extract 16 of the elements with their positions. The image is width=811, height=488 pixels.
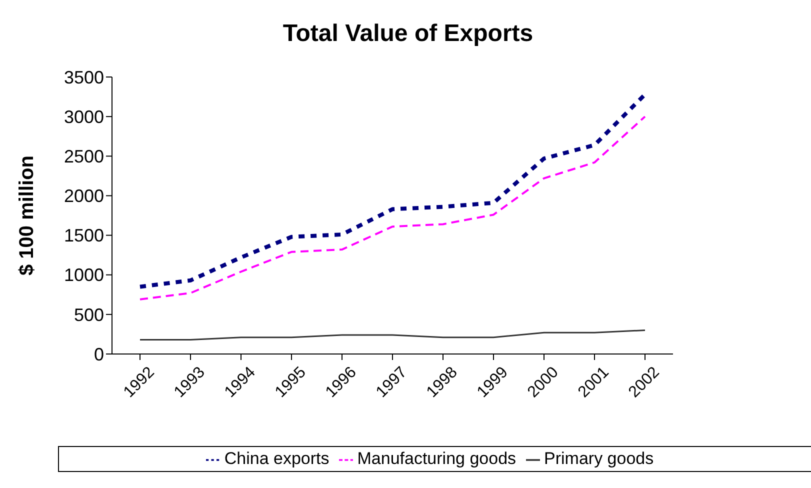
legend-label: Primary goods [544, 449, 654, 468]
line-series [139, 330, 646, 341]
y-tick-label: 2000 [64, 186, 104, 206]
line-series [138, 92, 647, 289]
legend-label: Manufacturing goods [357, 449, 516, 468]
y-tick-label: 3000 [64, 106, 104, 127]
line-series [139, 116, 646, 300]
y-tick-label: 3500 [64, 67, 104, 88]
y-tick-label: 2500 [64, 146, 104, 167]
y-tick-label: 500 [74, 304, 104, 325]
legend-label: China exports [224, 449, 330, 468]
y-tick-label: 1500 [64, 226, 104, 246]
y-tick-label: 1000 [64, 265, 104, 286]
y-tick-label: 0 [94, 344, 104, 364]
chart-title: Total Value of Exports [282, 20, 534, 48]
y-axis-title: $ 100 million [16, 155, 38, 276]
